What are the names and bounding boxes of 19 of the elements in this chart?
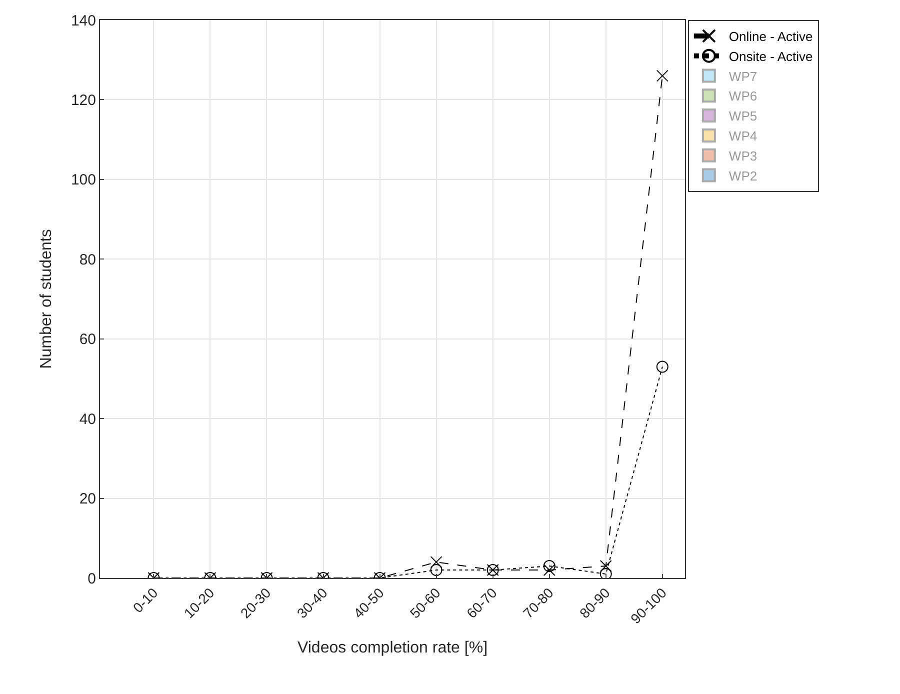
y-tick-label: 120: [70, 92, 96, 109]
y-tick-label: 0: [88, 570, 96, 588]
legend-label: WP2: [728, 168, 758, 184]
y-tick-label: 140: [70, 12, 96, 30]
y-tick-label: 60: [79, 331, 96, 348]
y-tick-label: 40: [79, 410, 96, 428]
legend-label: WP4: [728, 128, 758, 144]
legend-label: Online - Active: [728, 29, 813, 44]
legend-label: WP5: [728, 108, 758, 124]
legend-label: WP3: [728, 148, 758, 164]
x-axis-title: Videos completion rate [%]: [297, 639, 488, 656]
y-tick-label: 100: [70, 172, 96, 189]
x-tick-label: 0-10: [130, 584, 161, 616]
y-tick-label: 20: [79, 490, 96, 508]
y-tick-label: 80: [79, 251, 96, 268]
legend-label: Onsite - Active: [728, 48, 813, 64]
legend-label: WP6: [728, 88, 758, 104]
y-axis-title: Number of students: [38, 229, 55, 369]
legend-label: WP7: [728, 68, 758, 84]
